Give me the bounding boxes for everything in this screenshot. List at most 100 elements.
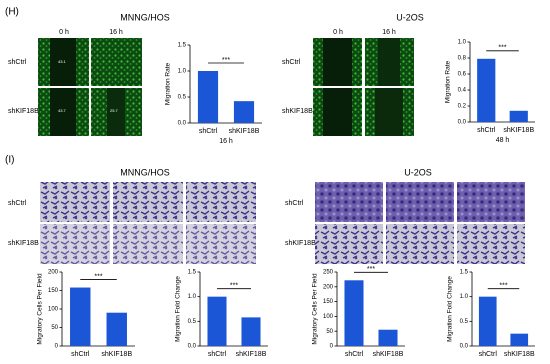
scratch: [323, 38, 352, 86]
significance-label: ***: [367, 266, 375, 273]
y-tick-label: 0.5: [460, 319, 469, 325]
y-tick-label: 0.0: [458, 120, 467, 126]
row-label: shCtrl: [282, 59, 301, 66]
x-tick-label: shKIF18B: [229, 128, 260, 135]
cell-line: U-2OS: [404, 167, 432, 177]
y-tick-label: 100: [323, 314, 334, 320]
x-tick-label: shCtrl: [477, 127, 496, 134]
y-tick-label: 250: [323, 270, 334, 276]
row-label: shKIF18B: [282, 108, 313, 115]
bar: [477, 58, 496, 122]
y-tick-label: 200: [323, 284, 334, 290]
time-label: 0 h: [333, 29, 343, 36]
micrograph: [457, 224, 525, 264]
y-tick-label: 1.0: [188, 294, 197, 300]
y-tick-label: 150: [323, 299, 334, 305]
y-tick-label: 0.5: [188, 319, 197, 325]
cell-line: MNNG/HOS: [120, 167, 170, 177]
wound-width: 43.7: [58, 108, 67, 113]
y-tick-label: 0.0: [460, 344, 469, 350]
y-tick-label: 150: [48, 288, 59, 294]
micrograph: [315, 182, 383, 222]
scratch: [50, 88, 76, 136]
bar: [197, 71, 219, 123]
micrograph: [457, 182, 525, 222]
y-tick-label: 0.0: [178, 121, 187, 127]
significance-label: ***: [498, 45, 506, 52]
scratch: [50, 38, 76, 86]
x-tick-label: shCtrl: [479, 351, 498, 358]
x-axis-label: 16 h: [219, 138, 233, 145]
panel-label: (I): [5, 155, 14, 166]
row-label: shKIF18B: [8, 108, 39, 115]
x-tick-label: shCtrl: [208, 351, 227, 358]
y-tick-label: 1.5: [460, 270, 469, 276]
cell-line: U-2OS: [396, 12, 424, 22]
y-tick-label: 0.6: [458, 72, 467, 78]
y-tick-label: 1.5: [188, 270, 197, 276]
bar: [478, 296, 497, 346]
y-tick-label: 0.8: [458, 56, 467, 62]
y-tick-label: 200: [48, 270, 59, 276]
micrograph: [386, 182, 454, 222]
y-axis-label: Migration Fold Change: [175, 276, 182, 342]
x-tick-label: shCtrl: [71, 351, 90, 358]
x-tick-label: shKIF18B: [503, 127, 534, 134]
time-label: 0 h: [59, 29, 69, 36]
y-axis-label: Migration Rate: [165, 62, 172, 105]
micrograph: [40, 224, 110, 264]
bar: [233, 101, 255, 123]
row-label: shKIF18B: [285, 240, 316, 247]
row-label: shCtrl: [285, 200, 304, 207]
bar: [510, 333, 529, 346]
time-label: 16 h: [382, 29, 396, 36]
bar: [344, 280, 364, 346]
y-tick-label: 50: [51, 325, 58, 331]
bar: [70, 287, 91, 346]
panel-h: (H) MNNG/HOS U-2OS 0 h 16 h 0 h 16 h shC…: [5, 7, 424, 136]
x-tick-label: shKIF18B: [236, 351, 267, 358]
significance-label: ***: [222, 57, 230, 64]
y-tick-label: 1.0: [178, 69, 187, 75]
panel-i: (I) MNNG/HOS U-2OS shCtrl shKIF18B shCtr…: [5, 155, 525, 264]
bar: [509, 110, 528, 122]
micrograph: [386, 224, 454, 264]
micrograph: [40, 182, 110, 222]
y-tick-label: 1.5: [178, 43, 187, 49]
micrograph: [91, 38, 142, 86]
bar: [106, 312, 127, 346]
row-label: shCtrl: [8, 59, 27, 66]
y-axis-label: Migratory Cells Per Field: [312, 273, 319, 345]
micrograph: [186, 182, 256, 222]
y-tick-label: 1.0: [458, 40, 467, 46]
y-axis-label: Migration Fold Change: [447, 276, 454, 342]
significance-label: ***: [230, 283, 238, 290]
scratch: [375, 88, 403, 136]
panel-label: (H): [5, 7, 19, 18]
wound-width: 43.1: [58, 59, 67, 64]
x-tick-label: shKIF18B: [373, 351, 404, 358]
bar: [207, 296, 227, 346]
significance-label: ***: [94, 273, 102, 280]
y-tick-label: 0: [330, 344, 334, 350]
x-tick-label: shCtrl: [199, 128, 218, 135]
scratch: [323, 88, 352, 136]
y-tick-label: 100: [48, 307, 59, 313]
y-tick-label: 0: [55, 344, 59, 350]
y-tick-label: 1.0: [460, 294, 469, 300]
scratch: [107, 88, 125, 136]
x-axis-label: 48 h: [496, 137, 510, 144]
row-label: shKIF18B: [8, 240, 39, 247]
x-tick-label: shKIF18B: [504, 351, 535, 358]
micrograph: [113, 182, 183, 222]
y-axis-label: Migration Rate: [445, 60, 452, 103]
micrograph: [186, 224, 256, 264]
time-label: 16 h: [109, 29, 123, 36]
micrograph: [113, 224, 183, 264]
wound-width: 25.7: [110, 108, 119, 113]
significance-label: ***: [499, 283, 507, 290]
y-tick-label: 0.4: [458, 88, 467, 94]
row-label: shCtrl: [8, 200, 27, 207]
bar: [378, 329, 398, 346]
